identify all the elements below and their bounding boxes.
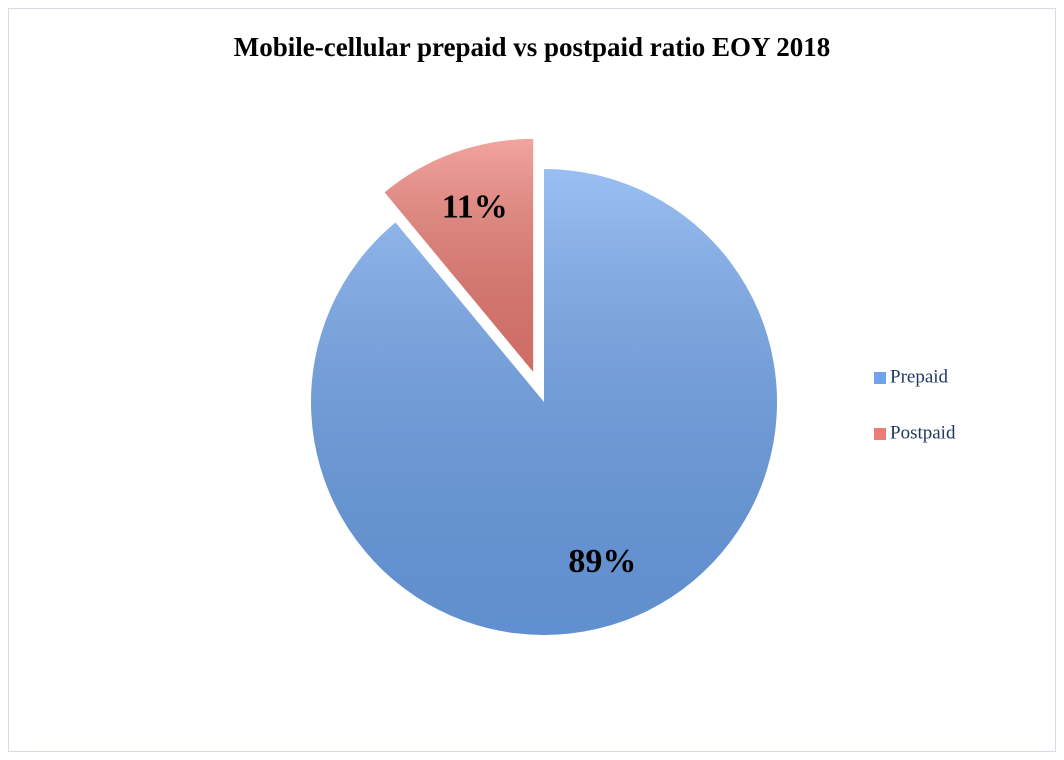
chart-title: Mobile-cellular prepaid vs postpaid rati… — [234, 32, 831, 62]
data-label: 11% — [442, 188, 508, 225]
slice-shade — [311, 169, 777, 635]
legend-swatch — [874, 428, 886, 440]
slice-shade — [384, 138, 534, 372]
legend-label: Prepaid — [890, 366, 949, 387]
data-label: 89% — [568, 543, 636, 580]
legend-label: Postpaid — [890, 422, 956, 443]
legend-swatch — [874, 372, 886, 384]
